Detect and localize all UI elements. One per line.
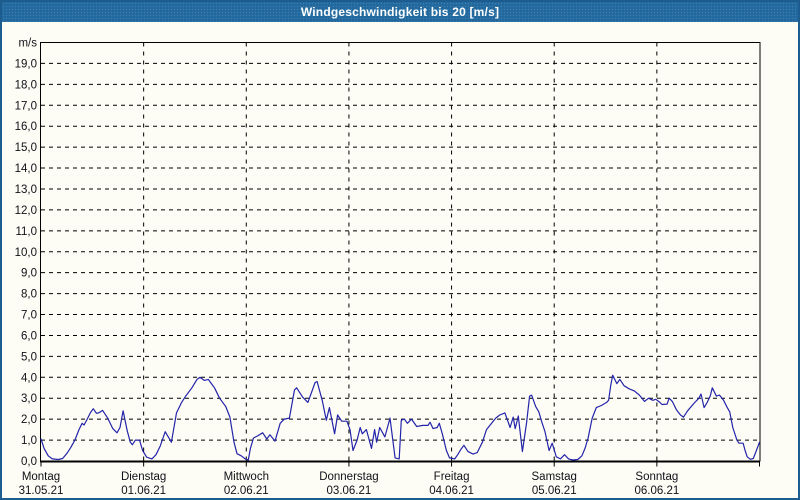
plot-border-and-axis [40,42,761,463]
y-tick-label: 17,0 [15,100,37,112]
y-tick-label: 7,0 [21,310,37,322]
window-title: Windgeschwindigkeit bis 20 [m/s] [300,5,500,19]
x-day-label: Dienstag [121,471,166,483]
vertical-gridlines [143,42,658,461]
y-tick-label: 4,0 [21,372,37,384]
y-tick-label: 12,0 [15,205,37,217]
x-day-label: Samstag [532,471,577,483]
y-tick-label: 8,0 [21,289,37,301]
x-date-label: 31.05.21 [19,485,64,497]
horizontal-gridlines [41,62,760,441]
title-bar: Windgeschwindigkeit bis 20 [m/s] [2,2,798,22]
y-tick-label: 18,0 [15,79,37,91]
x-day-label: Sonntag [635,471,678,483]
y-tick-label: 2,0 [21,414,37,426]
y-tick-label: 1,0 [21,435,37,447]
x-day-label: Donnerstag [319,471,378,483]
x-date-label: 02.06.21 [224,485,269,497]
x-day-label: Freitag [434,471,470,483]
x-axis-labels: Montag 31.05.21 Dienstag 01.06.21 Mittwoch 02… [19,471,680,497]
y-tick-label: 0,0 [21,456,37,468]
x-day-label: Montag [22,471,60,483]
x-date-label: 06.06.21 [634,485,679,497]
x-day-label: Mittwoch [224,471,269,483]
y-tick-label: 9,0 [21,268,37,280]
x-date-label: 01.06.21 [121,485,166,497]
wind-speed-line [40,374,761,461]
y-tick-label: 16,0 [15,121,37,133]
y-tick-label: 13,0 [15,184,37,196]
y-tick-label: 19,0 [15,58,37,70]
y-axis-labels: m/s 19,0 18,0 17,0 16,0 15,0 14,0 13,0 12,0 11,0 1… [15,38,38,469]
y-tick-label: 6,0 [21,330,37,342]
y-axis-unit-label: m/s [18,38,37,50]
x-date-label: 04.06.21 [429,485,474,497]
y-tick-label: 3,0 [21,393,37,405]
x-axis-ticks [40,462,760,467]
x-date-label: 03.06.21 [327,485,372,497]
y-tick-label: 11,0 [15,226,37,238]
y-tick-label: 5,0 [21,351,37,363]
x-date-label: 05.06.21 [532,485,577,497]
y-tick-label: 10,0 [15,247,37,259]
y-tick-label: 14,0 [15,163,37,175]
y-tick-label: 15,0 [15,142,37,154]
